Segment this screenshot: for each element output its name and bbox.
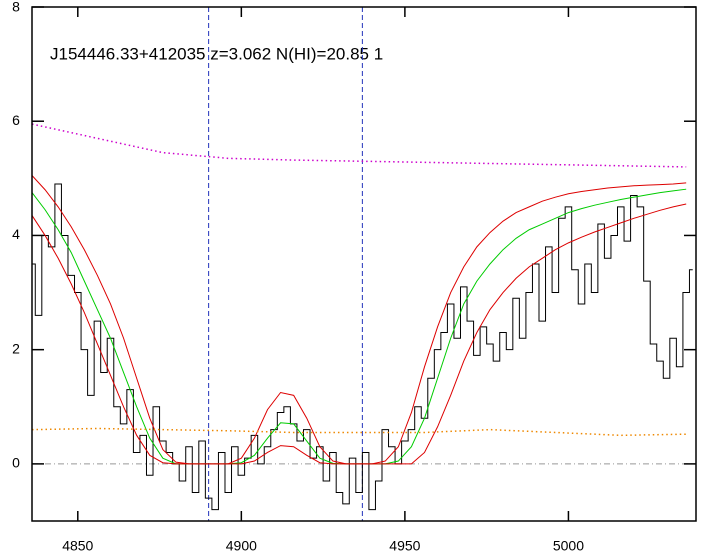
- y-tick-label: 8: [12, 0, 20, 15]
- y-tick-label: 4: [12, 226, 20, 242]
- x-tick-label: 4950: [389, 538, 420, 554]
- x-tick-label: 5000: [553, 538, 584, 554]
- flux-line: [32, 183, 693, 511]
- model-line: [32, 123, 687, 168]
- y-tick-label: 6: [12, 112, 20, 128]
- model-line: [32, 427, 687, 437]
- annotation: J154446.33+412035 z=3.062 N(HI)=20.85 1: [50, 44, 383, 63]
- plot-frame: [31, 6, 697, 522]
- model-line: [32, 203, 687, 465]
- y-tick-label: 2: [12, 340, 20, 356]
- x-tick-label: 4850: [62, 538, 93, 554]
- x-tick-label: 4900: [226, 538, 257, 554]
- y-tick-label: 0: [12, 455, 20, 471]
- plot-area: [32, 7, 696, 521]
- model-line: [32, 188, 687, 465]
